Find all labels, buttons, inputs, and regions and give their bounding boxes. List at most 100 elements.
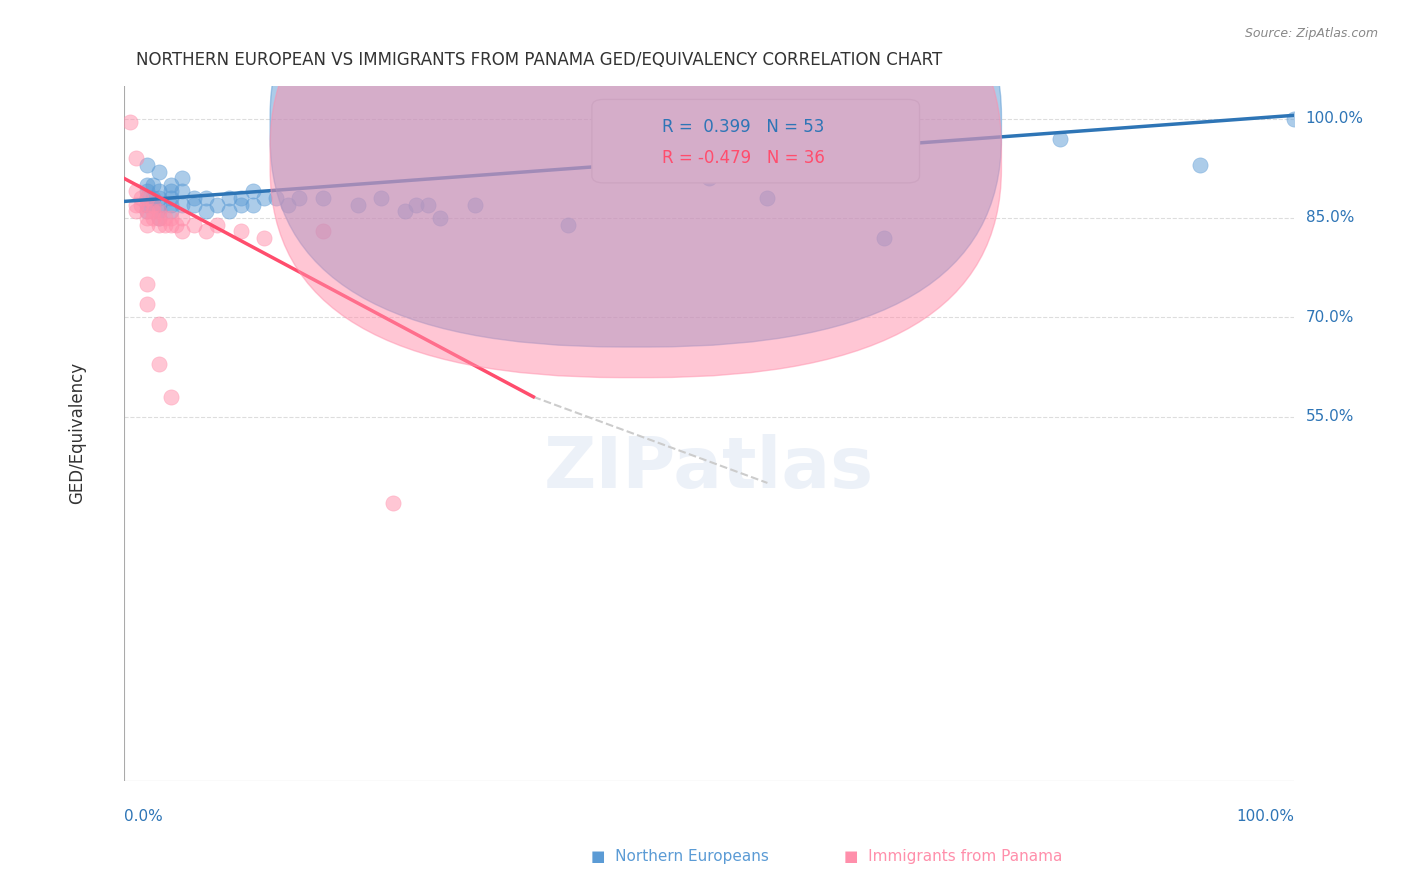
Point — [148, 218, 170, 232]
Point — [136, 297, 159, 311]
Point — [148, 204, 170, 219]
Point — [229, 198, 252, 212]
FancyBboxPatch shape — [270, 0, 1001, 377]
Point — [1189, 158, 1212, 172]
Text: NORTHERN EUROPEAN VS IMMIGRANTS FROM PANAMA GED/EQUIVALENCY CORRELATION CHART: NORTHERN EUROPEAN VS IMMIGRANTS FROM PAN… — [135, 51, 942, 69]
Text: R = -0.479   N = 36: R = -0.479 N = 36 — [662, 149, 825, 167]
Point — [756, 191, 779, 205]
Point — [253, 231, 276, 245]
Point — [183, 198, 205, 212]
Point — [394, 204, 416, 219]
Point — [159, 204, 181, 219]
Point — [136, 204, 159, 219]
Text: 70.0%: 70.0% — [1306, 310, 1354, 325]
Point — [131, 198, 153, 212]
Point — [229, 224, 252, 238]
Point — [242, 198, 264, 212]
Point — [142, 198, 165, 212]
Point — [136, 218, 159, 232]
Point — [159, 191, 181, 205]
Point — [136, 277, 159, 292]
Point — [1049, 131, 1071, 145]
Point — [194, 224, 217, 238]
Text: Source: ZipAtlas.com: Source: ZipAtlas.com — [1244, 27, 1378, 40]
Point — [142, 178, 165, 192]
Point — [218, 204, 240, 219]
Point — [136, 211, 159, 225]
Point — [148, 211, 170, 225]
Point — [464, 198, 486, 212]
Text: 100.0%: 100.0% — [1306, 112, 1364, 126]
Point — [370, 191, 392, 205]
Point — [148, 317, 170, 331]
Point — [136, 158, 159, 172]
Point — [381, 496, 404, 510]
Point — [312, 191, 335, 205]
Point — [136, 178, 159, 192]
Point — [136, 191, 159, 205]
Point — [172, 224, 194, 238]
Point — [347, 198, 370, 212]
Text: GED/Equivalency: GED/Equivalency — [67, 362, 86, 504]
Point — [218, 191, 240, 205]
Point — [142, 191, 165, 205]
Point — [148, 204, 170, 219]
Point — [124, 185, 146, 199]
Point — [312, 224, 335, 238]
Point — [166, 218, 188, 232]
Point — [142, 204, 165, 219]
Point — [159, 185, 181, 199]
Point — [124, 198, 146, 212]
Point — [148, 185, 170, 199]
Point — [142, 211, 165, 225]
Point — [153, 218, 176, 232]
Point — [172, 198, 194, 212]
Text: R =  0.399   N = 53: R = 0.399 N = 53 — [662, 119, 824, 136]
Point — [159, 178, 181, 192]
Point — [207, 218, 229, 232]
Point — [148, 191, 170, 205]
Point — [697, 171, 720, 186]
Point — [136, 198, 159, 212]
Point — [242, 185, 264, 199]
Text: ■  Immigrants from Panama: ■ Immigrants from Panama — [844, 849, 1062, 863]
Text: ■  Northern Europeans: ■ Northern Europeans — [591, 849, 769, 863]
FancyBboxPatch shape — [270, 0, 1001, 347]
Point — [416, 198, 439, 212]
Point — [183, 218, 205, 232]
Point — [405, 198, 427, 212]
Point — [136, 185, 159, 199]
Point — [159, 211, 181, 225]
Point — [131, 191, 153, 205]
Point — [253, 191, 276, 205]
Point — [124, 204, 146, 219]
Text: 55.0%: 55.0% — [1306, 409, 1354, 425]
Point — [159, 390, 181, 404]
Point — [153, 211, 176, 225]
Point — [118, 115, 141, 129]
Point — [172, 211, 194, 225]
Point — [264, 191, 287, 205]
Point — [136, 191, 159, 205]
Point — [142, 198, 165, 212]
Text: 85.0%: 85.0% — [1306, 211, 1354, 226]
Point — [873, 231, 896, 245]
Point — [172, 185, 194, 199]
Point — [159, 218, 181, 232]
Point — [148, 198, 170, 212]
Point — [194, 204, 217, 219]
FancyBboxPatch shape — [592, 99, 920, 183]
Point — [288, 191, 311, 205]
Point — [172, 171, 194, 186]
Point — [148, 211, 170, 225]
Point — [136, 204, 159, 219]
Point — [229, 191, 252, 205]
Point — [194, 191, 217, 205]
Point — [183, 191, 205, 205]
Point — [277, 198, 299, 212]
Text: 0.0%: 0.0% — [124, 809, 163, 824]
Point — [124, 152, 146, 166]
Point — [557, 218, 579, 232]
Point — [1282, 112, 1305, 126]
Text: ZIPatlas: ZIPatlas — [544, 434, 875, 502]
